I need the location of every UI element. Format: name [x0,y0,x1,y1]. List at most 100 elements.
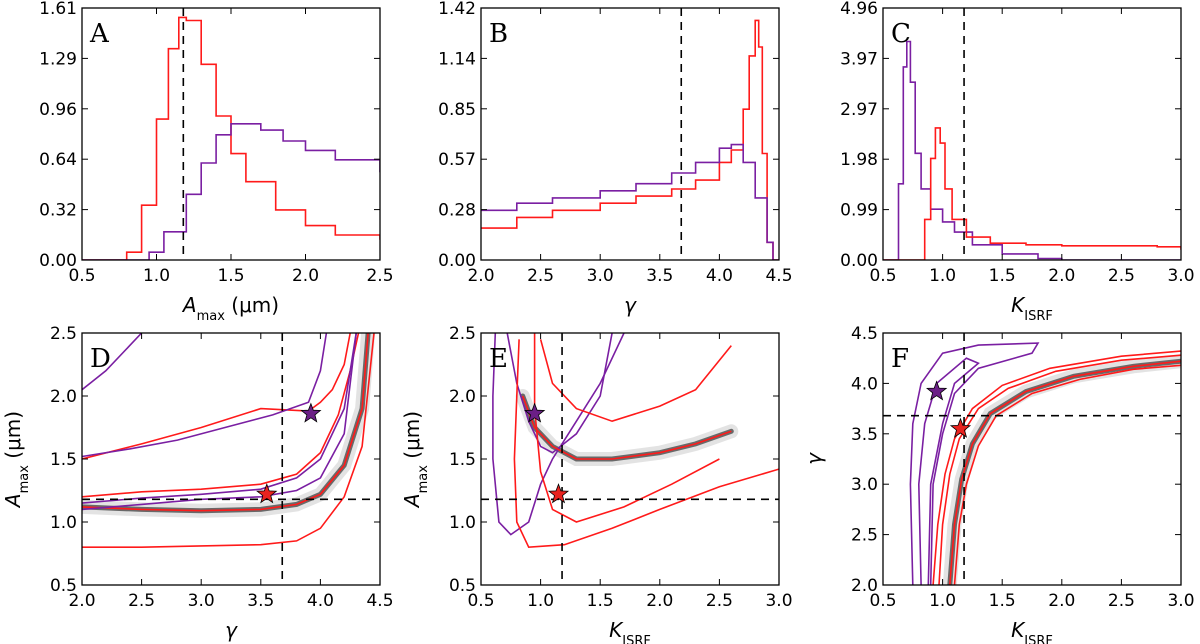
x-tick-label: 0.5 [869,591,896,611]
axes-frame [882,332,1182,586]
y-tick-label: 0.00 [840,251,878,271]
panel-letter: C [891,19,911,49]
series-red-inner [533,333,720,523]
x-tick-label: 0.5 [68,266,95,286]
panel-f: 0.5 1.0 1.5 2.0 2.5 3.0 2.0 2.5 3.0 3.5 4.0 4.5 KISR… [802,324,1195,644]
y-tick-label: 2.0 [851,576,878,596]
x-axis-label-sub: ISRF [622,634,651,644]
axes-frame [480,7,780,261]
y-axis-label-sub: max [416,465,431,494]
x-axis-label-unit: (μm) [225,293,279,317]
star-marker-purple [300,402,322,423]
x-axis-label: Amax (μm) [181,293,279,324]
x-tick-label: 3.0 [188,591,215,611]
x-tick-label: 2.0 [292,266,319,286]
x-tick-label: 2.0 [1048,591,1075,611]
y-tick-label: 2.0 [449,387,476,407]
y-tick-label: 1.42 [438,0,476,19]
star-marker-purple [524,402,546,423]
x-tick-label: 2.0 [68,591,95,611]
y-axis-label-unit: (μm) [400,411,424,465]
y-tick-label: 0.57 [438,150,476,170]
panel-letter: D [90,344,111,374]
x-axis-label: KISRF [1011,293,1053,324]
y-tick-label: 2.5 [50,324,77,344]
x-tick-label: 4.0 [307,591,334,611]
x-tick-label: 1.5 [587,591,614,611]
series-red [481,19,779,260]
y-axis-label-main: A [400,493,424,509]
y-tick-label: 1.5 [449,450,476,470]
y-tick-label: 3.0 [851,475,878,495]
series-purple-outer [492,333,625,536]
y-tick-label: 0.96 [39,100,77,120]
y-tick-label: 0.28 [438,201,476,221]
x-tick-label: 0.5 [869,266,896,286]
x-tick-label: 1.0 [527,591,554,611]
plot-content [82,8,380,260]
panel-letter: E [489,344,508,374]
series-red-inner-top [82,333,360,498]
star-marker-purple [926,380,948,401]
x-tick-label: 3.0 [765,591,792,611]
panel-e: 0.5 1.0 1.5 2.0 2.5 3.0 0.5 1.0 1.5 2.0 2.5 KISRF Am… [400,324,793,644]
y-tick-label: 1.98 [840,150,878,170]
panel-d: 2.0 2.5 3.0 3.5 4.0 4.5 0.5 1.0 1.5 2.0 2.5 γ Amax (… [1,324,394,642]
y-tick-label: 0.32 [39,201,77,221]
series-purple [82,123,380,260]
y-tick-label: 0.85 [438,100,476,120]
x-tick-label: 2.5 [128,591,155,611]
axes-frame [882,7,1182,261]
x-tick-label: 2.5 [527,266,554,286]
y-axis-label-main: A [1,493,25,509]
y-tick-label: 1.14 [438,49,476,69]
x-axis-label: KISRF [1011,618,1053,644]
series-red-inner-bottom [82,333,369,512]
y-tick-label: 0.00 [438,251,476,271]
series-red-3 [949,360,1181,585]
x-tick-label: 1.5 [217,266,244,286]
star-marker-red [949,417,972,438]
panel-letter: F [891,344,909,374]
x-tick-label: 3.0 [1167,266,1194,286]
series-red-outer [513,339,779,549]
y-tick-label: 4.96 [840,0,878,19]
x-axis-label: KISRF [609,618,651,644]
y-axis-label-sub: max [17,465,32,494]
x-tick-label: 1.0 [143,266,170,286]
x-tick-label: 2.0 [1048,266,1075,286]
y-tick-label: 1.29 [39,49,77,69]
y-tick-label: 0.5 [50,576,77,596]
series-purple-inner [506,333,613,454]
x-axis-label: γ [624,293,637,317]
x-axis-label-main: K [609,618,624,642]
series-red-2 [938,354,1181,585]
x-axis-label-main: A [181,293,197,317]
plot-content [883,333,1181,585]
y-axis-label: γ [802,452,826,465]
star-marker-red [256,483,278,504]
series-red-mid [521,395,732,460]
panel-b: 2.0 2.5 3.0 3.5 4.0 4.5 0.00 0.28 0.57 0.85 1.14 1.… [438,0,792,317]
x-tick-label: 3.5 [646,266,673,286]
x-tick-label: 4.0 [706,266,733,286]
star-marker-red [547,483,570,504]
y-tick-label: 3.97 [840,49,878,69]
y-tick-label: 2.5 [851,526,878,546]
x-tick-label: 1.5 [989,591,1016,611]
panel-a: 0.5 1.0 1.5 2.0 2.5 0.00 0.32 0.64 0.96 1.29 1.61 A… [39,0,393,324]
series-purple-upper [82,333,143,391]
plot-content [883,8,1181,260]
plot-area [481,8,779,260]
series-red-outer-bottom [82,333,375,548]
x-tick-label: 2.5 [1108,266,1135,286]
series-purple-mid-b [82,333,357,504]
y-axis-label-unit: (μm) [1,411,25,465]
y-tick-label: 0.64 [39,150,77,170]
x-tick-label: 2.5 [366,266,393,286]
x-axis-label-sub: max [197,309,226,324]
x-tick-label: 3.0 [587,266,614,286]
series-red [82,16,380,260]
series-red-top [539,339,732,423]
